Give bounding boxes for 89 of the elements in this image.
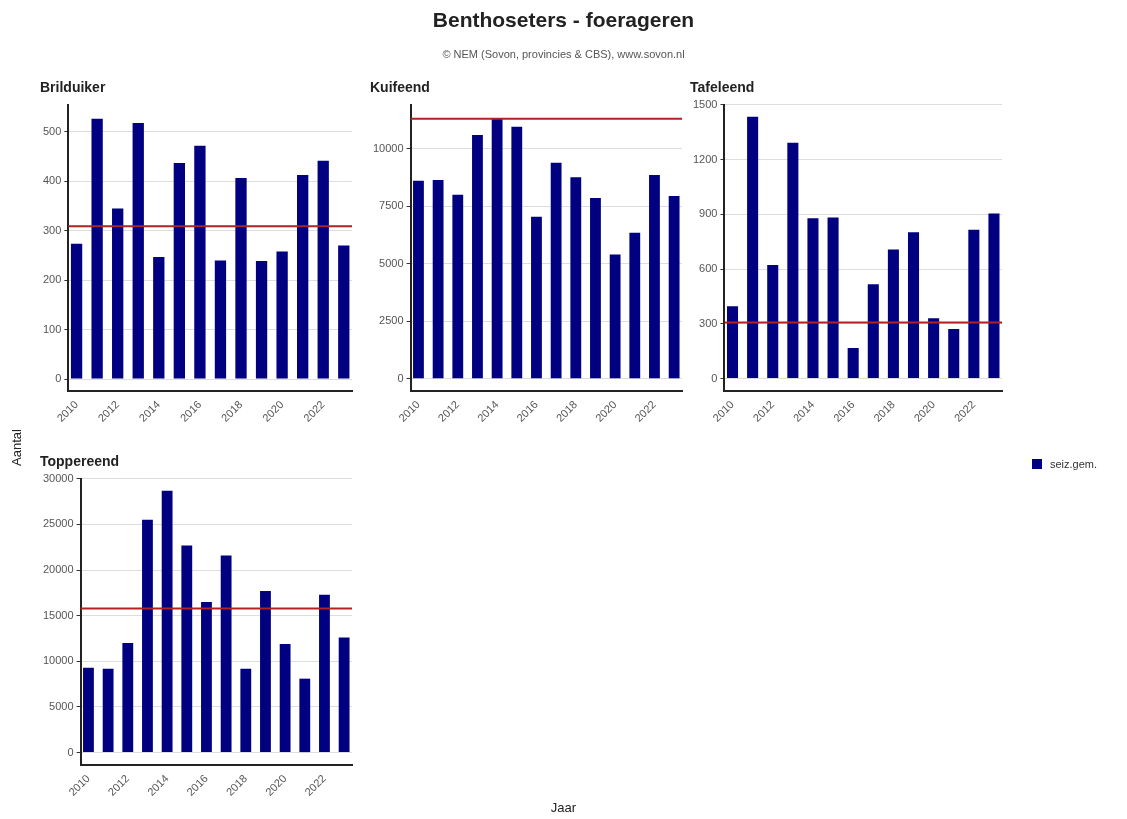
bar <box>491 118 503 379</box>
bar <box>235 177 247 379</box>
bar <box>948 329 960 379</box>
bar <box>907 232 920 379</box>
bar <box>194 145 206 379</box>
y-tick-label: 300 <box>699 316 718 329</box>
bar <box>260 591 271 753</box>
y-tick-label: 30000 <box>42 471 74 484</box>
bar <box>299 678 311 753</box>
bar <box>83 667 94 753</box>
bar <box>240 668 252 753</box>
y-tick-label: 0 <box>397 371 404 384</box>
y-tick-label: 25000 <box>42 517 74 530</box>
bar <box>122 643 134 753</box>
text: © NEM (Sovon, provincies & CBS), www.sovon.nl <box>441 48 686 60</box>
bar <box>220 555 232 753</box>
y-tick-label: 0 <box>55 372 62 385</box>
bar <box>279 643 291 753</box>
y-tick-label: 5000 <box>49 699 74 712</box>
bar <box>590 198 601 379</box>
bar <box>747 116 759 379</box>
y-tick-label: 15000 <box>42 608 74 621</box>
bar <box>847 347 859 379</box>
bar <box>928 318 940 379</box>
chart-title: Brilduiker <box>40 79 106 96</box>
bar <box>609 254 621 379</box>
y-tick-label: 400 <box>42 174 62 187</box>
bar <box>338 637 350 753</box>
bar <box>338 245 350 379</box>
y-tick-label: 900 <box>699 207 718 220</box>
bar <box>132 123 144 379</box>
bar <box>726 306 739 379</box>
bar <box>214 260 227 379</box>
bar <box>319 594 330 753</box>
y-tick-label: 1500 <box>692 97 718 110</box>
legend-label: seiz.gem. <box>1050 458 1098 470</box>
bar <box>649 175 660 379</box>
bar <box>767 265 779 379</box>
bar <box>887 249 899 379</box>
y-tick-label: 7500 <box>379 199 404 212</box>
bar <box>317 160 329 379</box>
bar <box>201 602 212 753</box>
bar <box>472 134 483 379</box>
bar <box>276 251 288 379</box>
bar <box>787 142 799 379</box>
bar <box>181 545 193 753</box>
chart-title: Tafeleend <box>690 79 755 96</box>
y-tick-label: 0 <box>67 745 74 758</box>
bar <box>531 216 542 379</box>
bar <box>70 243 83 379</box>
bar <box>142 519 153 753</box>
y-tick-label: 2500 <box>379 314 404 327</box>
bar <box>452 194 464 379</box>
bar <box>102 668 114 753</box>
y-tick-label: 10000 <box>42 654 74 667</box>
y-tick-label: 500 <box>42 125 62 138</box>
bar <box>255 260 268 379</box>
bar <box>550 162 562 379</box>
text: Jaar <box>549 800 578 815</box>
bar <box>432 180 444 379</box>
y-tick-label: 100 <box>42 322 62 335</box>
bar <box>297 174 309 379</box>
bar <box>668 195 680 379</box>
y-tick-label: 200 <box>42 273 62 286</box>
y-tick-label: 20000 <box>42 563 74 576</box>
bar <box>968 229 980 379</box>
y-axis-title: Aantal <box>8 429 24 466</box>
y-tick-label: 0 <box>711 371 718 384</box>
bar <box>413 180 424 379</box>
chart-title: Kuifeend <box>370 79 430 96</box>
bar <box>629 232 641 379</box>
bar <box>161 490 173 753</box>
bar <box>827 217 839 379</box>
bar <box>112 208 124 379</box>
bar <box>153 256 165 379</box>
y-tick-label: 300 <box>42 223 62 236</box>
y-tick-label: 1200 <box>692 152 718 165</box>
bar <box>173 163 185 379</box>
bar <box>570 177 582 379</box>
y-tick-label: 10000 <box>372 141 404 154</box>
bar <box>807 218 819 379</box>
text: Benthoseters - foerageren <box>431 8 696 32</box>
bar <box>867 284 879 379</box>
bar <box>91 118 103 379</box>
bar <box>988 213 1000 379</box>
y-tick-label: 5000 <box>379 256 404 269</box>
bar <box>511 126 523 379</box>
y-tick-label: 600 <box>699 262 718 275</box>
chart-title: Toppereend <box>40 453 120 470</box>
